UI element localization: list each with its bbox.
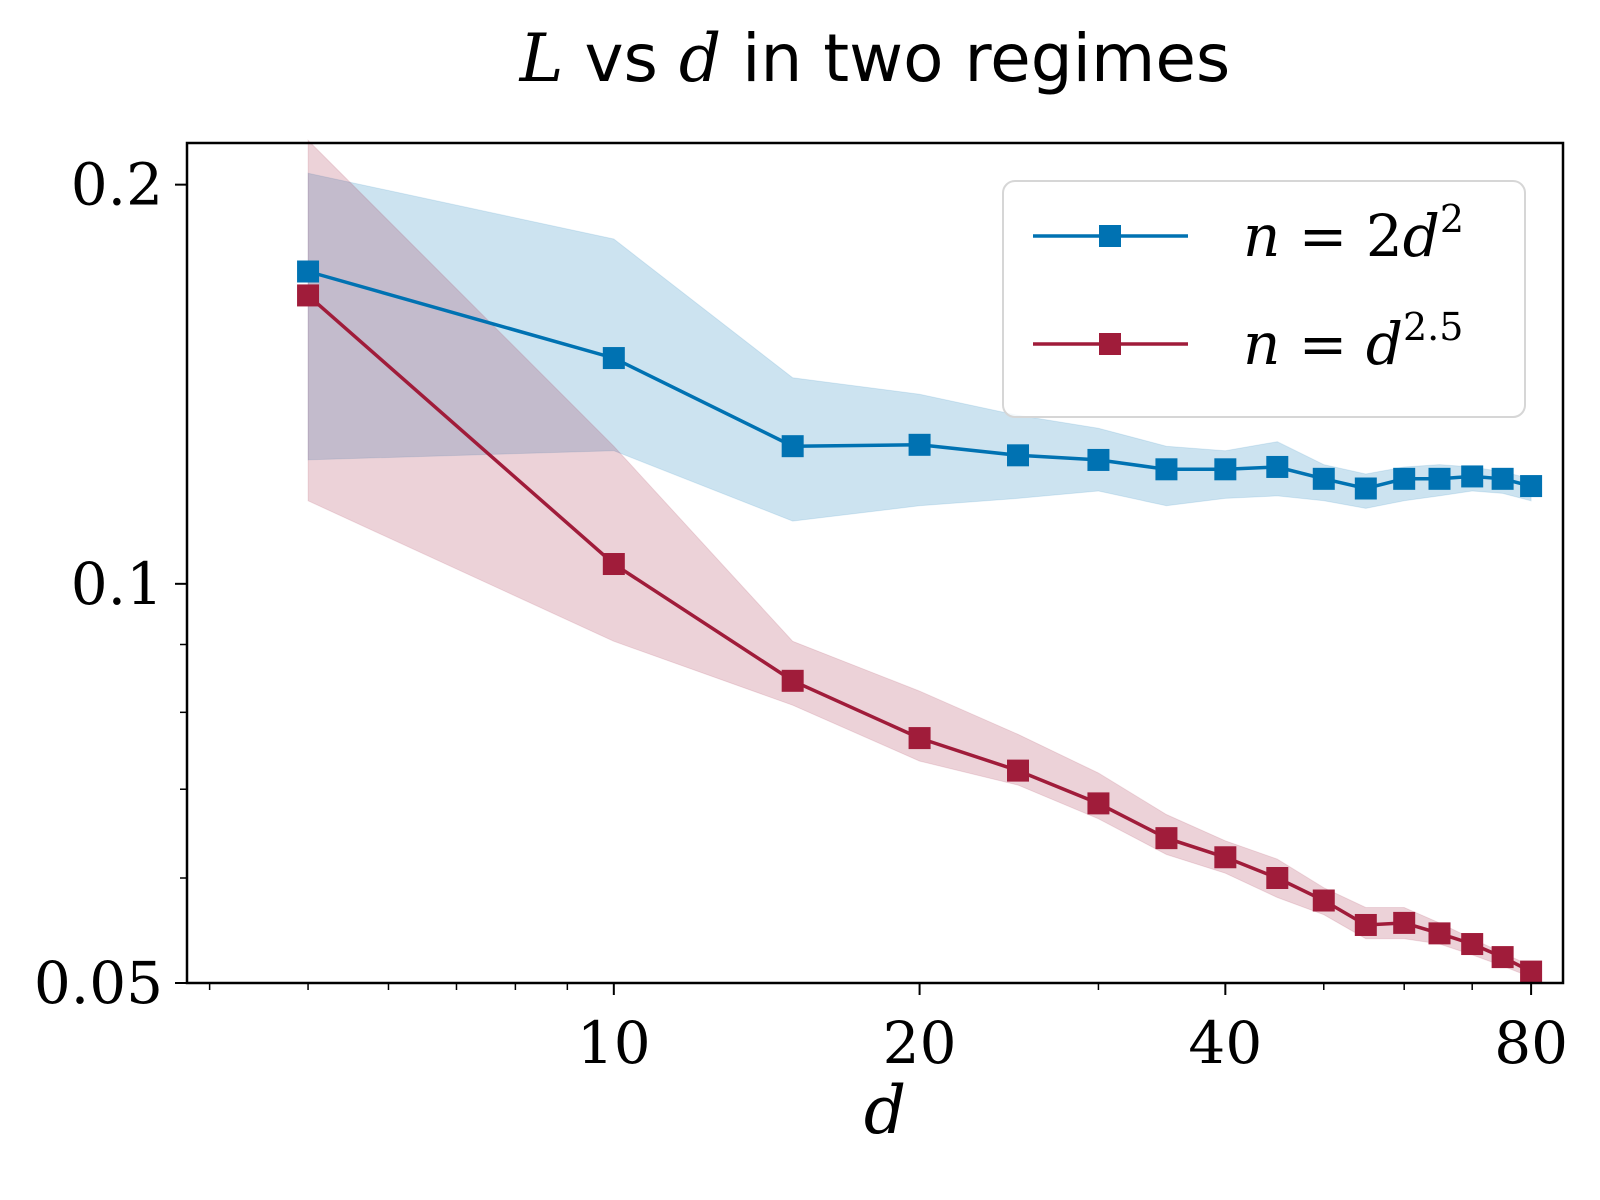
series-2-point <box>1312 889 1335 912</box>
series-2-point <box>781 669 804 692</box>
legend-label-part: d <box>1366 310 1403 378</box>
y-tick-label: 0.05 <box>34 949 163 1017</box>
series-2-point <box>297 284 320 307</box>
series-2-point <box>1214 846 1237 869</box>
series-1-point <box>1393 467 1416 490</box>
legend-label-exponent: 2.5 <box>1403 305 1463 349</box>
series-2-line <box>306 294 1532 974</box>
legend-label-part: n <box>1243 310 1280 378</box>
legend-label-part: = <box>1280 310 1365 378</box>
legend-label-part: d <box>1403 202 1440 270</box>
legend-label-exponent: 2 <box>1440 197 1464 241</box>
title-var-l: L <box>519 20 564 97</box>
series-1-point <box>1491 467 1514 490</box>
title-middle: vs <box>563 20 679 97</box>
legend-label-part: = <box>1280 202 1365 270</box>
series-1-point <box>1266 455 1289 478</box>
series-1-line <box>307 269 1532 491</box>
series-2-point <box>1155 827 1178 850</box>
series-1-point <box>1312 467 1335 490</box>
series-2-point <box>1087 792 1110 815</box>
y-tick-label: 0.2 <box>71 151 163 219</box>
series-2-point <box>1266 867 1289 890</box>
x-tick-label: 20 <box>883 1009 957 1077</box>
plot-frame <box>185 141 1565 985</box>
x-axis-label: d <box>864 1072 906 1149</box>
chart-title: L vs d in two regimes <box>0 20 1600 97</box>
series-1-point <box>908 433 931 456</box>
legend-label-1: n = 2d2 <box>1243 197 1464 270</box>
title-var-d: d <box>678 20 722 97</box>
series-1-point <box>602 347 625 370</box>
series-1-point <box>1214 458 1237 481</box>
series-2-point <box>602 553 625 576</box>
legend-label-part: 2 <box>1366 202 1403 270</box>
series-1-point <box>781 435 804 458</box>
series-2-point <box>1491 946 1514 969</box>
x-tick-label: 10 <box>577 1009 651 1077</box>
series-2-point <box>1428 922 1451 945</box>
legend-marker-2 <box>1099 333 1121 355</box>
series-2-point <box>1007 759 1030 782</box>
x-tick-label: 40 <box>1188 1009 1262 1077</box>
y-tick-label: 0.1 <box>71 550 163 618</box>
series-1-band <box>307 172 1532 522</box>
series-2-point <box>1354 913 1377 936</box>
series-1-point <box>1354 477 1377 500</box>
legend-label-2: n = d2.5 <box>1243 305 1463 378</box>
series-1-point <box>297 260 320 283</box>
legend-marker-1 <box>1099 225 1121 247</box>
legend-box <box>1002 180 1526 418</box>
series-2-point <box>1393 911 1416 934</box>
series-1-point <box>1007 444 1030 467</box>
series-2-point <box>1520 960 1543 983</box>
series-1-point <box>1155 458 1178 481</box>
title-suffix: in two regimes <box>721 20 1231 97</box>
legend-label-part: n <box>1243 202 1280 270</box>
series-1-point <box>1520 475 1543 498</box>
series-2-point <box>908 727 931 750</box>
series-1-point <box>1428 467 1451 490</box>
series-2-point <box>1461 933 1484 956</box>
x-tick-label: 80 <box>1494 1009 1568 1077</box>
series-1-point <box>1461 465 1484 488</box>
series-1-point <box>1087 448 1110 471</box>
